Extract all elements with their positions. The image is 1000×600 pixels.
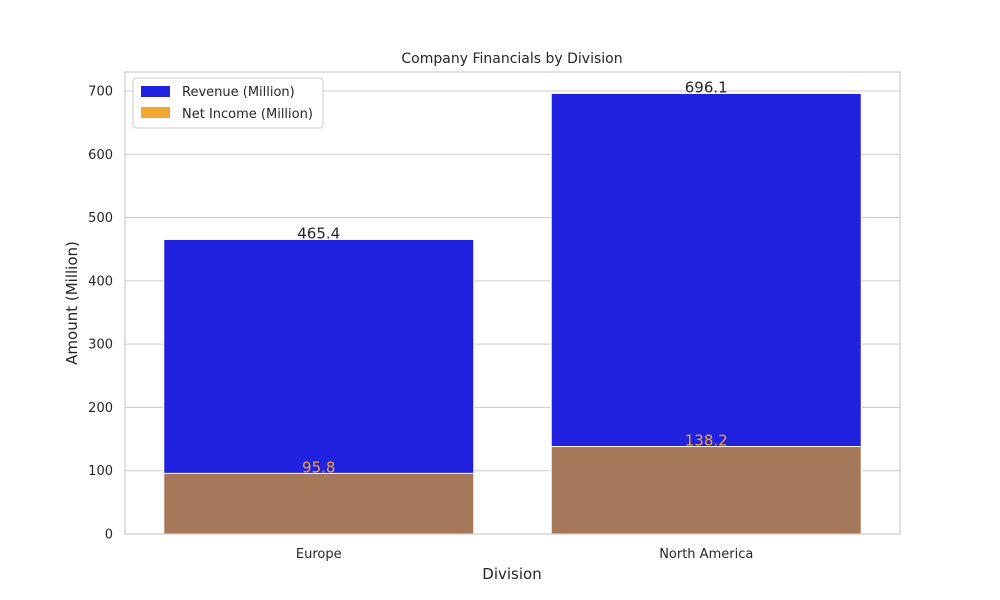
data-label-revenue-million: 696.1	[685, 78, 728, 96]
legend: Revenue (Million) Net Income (Million)	[132, 77, 324, 129]
data-label-net-income-million: 95.8	[302, 458, 335, 476]
y-tick-label: 0	[105, 528, 113, 543]
x-axis-label: Division	[482, 565, 541, 583]
legend-label-revenue: Revenue (Million)	[182, 85, 295, 100]
legend-swatch-net-income	[141, 107, 170, 118]
y-tick-label: 400	[88, 274, 113, 289]
chart-title: Company Financials by Division	[401, 51, 622, 67]
legend-label-net-income: Net Income (Million)	[182, 107, 313, 122]
x-tick-label: Europe	[296, 547, 342, 562]
x-tick-label: North America	[659, 547, 753, 562]
y-tick-label: 100	[88, 464, 113, 479]
bars	[163, 92, 862, 535]
y-tick-labels: 0 100 200 300 400 500 600 700	[88, 84, 113, 542]
y-tick-label: 700	[88, 84, 113, 99]
bar-net-income-million	[550, 446, 862, 535]
data-labels: 465.4 696.1 95.8 138.2	[297, 78, 727, 476]
y-axis-label: Amount (Million)	[63, 241, 81, 365]
plot-frame	[124, 71, 901, 535]
legend-swatch-revenue	[141, 86, 170, 97]
legend-box	[132, 77, 324, 129]
y-tick-label: 600	[88, 148, 113, 163]
y-tick-label: 200	[88, 401, 113, 416]
data-label-revenue-million: 465.4	[297, 224, 340, 242]
y-tick-label: 300	[88, 338, 113, 353]
y-tick-label: 500	[88, 211, 113, 226]
x-tick-labels: Europe North America	[296, 547, 753, 562]
bar-net-income-million	[163, 472, 475, 535]
data-label-net-income-million: 138.2	[685, 432, 728, 450]
